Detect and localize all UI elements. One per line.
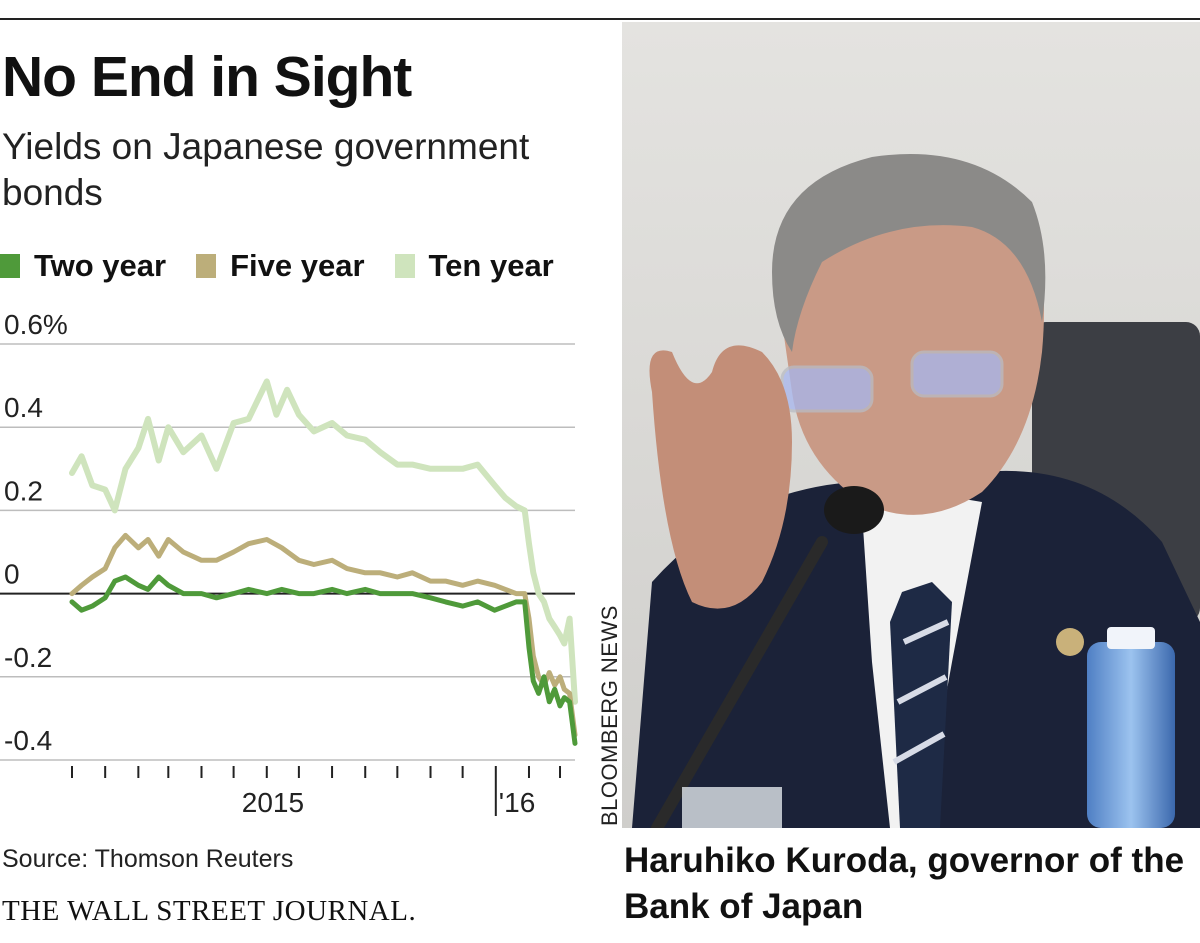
y-tick-label-3: 0 (4, 559, 20, 590)
y-tick-label-0: 0.6% (4, 309, 68, 340)
legend-label-five-year: Five year (230, 248, 365, 283)
legend-label-ten-year: Ten year (428, 248, 554, 283)
glasses-right (910, 350, 1004, 398)
chart-subtitle: Yields on Japanese government bonds (2, 126, 530, 213)
hand (649, 345, 792, 609)
bottle-cap (1107, 627, 1155, 649)
water-bottle (1087, 642, 1175, 828)
y-tick-label-1: 0.4 (4, 392, 43, 423)
series-line-two-year (69, 574, 578, 746)
yield-chart: 0.6% 0.4 0.2 0 -0.2 -0.4 2015 '16 (0, 309, 578, 818)
photo-kuroda (622, 22, 1200, 828)
grid-layer: 0.6% 0.4 0.2 0 -0.2 -0.4 (0, 309, 575, 761)
series-line-five-year (69, 532, 578, 738)
photo-illustration (622, 22, 1200, 828)
legend-label-two-year: Two year (34, 248, 167, 283)
hair (772, 154, 1046, 352)
face (781, 165, 1044, 515)
chart-legend: Two year Five year Ten year (0, 246, 584, 286)
series-line-ten-year (69, 378, 578, 705)
microphone-stem (651, 536, 828, 828)
glasses-left (780, 365, 874, 413)
chart-title: No End in Sight (2, 45, 412, 109)
x-tick-label-2015: 2015 (242, 787, 304, 818)
microphone-head (824, 486, 884, 534)
lapel-pin (1056, 628, 1084, 656)
photo-credit: BLOOMBERG NEWS (597, 605, 622, 826)
legend-swatch-ten-year (394, 254, 415, 278)
legend-item-five-year: Five year (196, 248, 365, 284)
legend-item-ten-year: Ten year (394, 248, 554, 284)
tie-stripes (892, 619, 950, 765)
legend-swatch-two-year (0, 254, 20, 278)
axis-layer: 2015 '16 (71, 766, 562, 818)
y-tick-label-5: -0.4 (4, 725, 52, 756)
photo-caption: Haruhiko Kuroda, governor of the Bank of… (624, 841, 1185, 926)
y-tick-label-2: 0.2 (4, 475, 43, 506)
glass (682, 787, 782, 828)
publisher-name: THE WALL STREET JOURNAL. (2, 895, 417, 927)
legend-swatch-five-year (196, 254, 217, 278)
top-rule (0, 18, 1200, 20)
y-tick-label-4: -0.2 (4, 642, 52, 673)
source-note: Source: Thomson Reuters (2, 845, 294, 873)
x-tick-label-16: '16 (499, 787, 536, 818)
legend-item-two-year: Two year (0, 248, 166, 284)
series-layer (69, 378, 578, 746)
